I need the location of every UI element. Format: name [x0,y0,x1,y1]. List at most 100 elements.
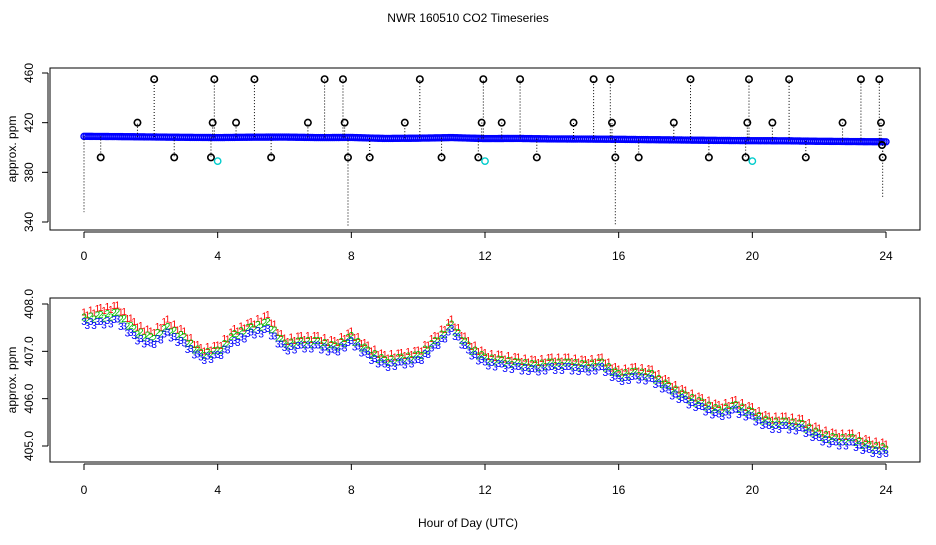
bottom-series-2-point: 2 [158,330,164,341]
bottom-series-1-point: 1 [85,310,91,321]
bottom-series-3-point: 3 [806,427,812,438]
bottom-series-2-point: 2 [402,356,408,367]
bottom-series-1-point: 1 [613,362,619,373]
bottom-series-3-point: 3 [770,425,776,436]
bottom-series-2-point: 2 [883,444,889,455]
top-outlier-point [669,118,678,127]
bottom-series-3-point: 3 [696,401,702,412]
bottom-series-3-point: 3 [245,329,251,340]
bottom-series-3-point: 3 [462,341,468,352]
bottom-series-1-point: 1 [519,357,525,368]
bottom-series-1-point: 1 [740,398,746,409]
bottom-series-2-point: 2 [676,390,682,401]
bottom-series-2-point: 2 [315,336,321,347]
bottom-series-2-point: 2 [85,316,91,327]
bottom-series-2-point: 2 [476,352,482,363]
bottom-series-1-point: 1 [171,319,177,330]
bottom-series-1-point: 1 [579,354,585,365]
bottom-series-1-point: 1 [318,336,324,347]
bottom-series-3-point: 3 [709,410,715,421]
bottom-series-3-point: 3 [489,358,495,369]
bottom-series-2-point: 2 [666,381,672,392]
top-x-tick-label: 24 [879,249,893,263]
bottom-series-3-point: 3 [372,354,378,365]
bottom-series-3-point: 3 [826,440,832,451]
top-outlier-point [365,153,374,162]
bottom-series-1-point: 1 [222,334,228,345]
bottom-series-1-point: 1 [669,382,675,393]
bottom-series-2-point: 2 [298,336,304,347]
bottom-series-1-point: 1 [703,398,709,409]
bottom-series-2-point: 2 [268,325,274,336]
bottom-series-2-point: 2 [836,437,842,448]
bottom-series-3-point: 3 [706,405,712,416]
bottom-series-3-point: 3 [733,405,739,416]
bottom-series-3-point: 3 [198,353,204,364]
top-outlier-point [743,118,752,127]
top-outlier-point [704,153,713,162]
bottom-series-1-point: 1 [709,401,715,412]
bottom-series-3-point: 3 [542,367,548,378]
bottom-series-1-point: 1 [215,341,221,352]
bottom-series-1-point: 1 [716,400,722,411]
bottom-series-3-point: 3 [145,337,151,348]
bottom-series-2-point: 2 [539,359,545,370]
bottom-series-1-point: 1 [198,343,204,354]
bottom-series-3-point: 3 [439,334,445,345]
top-x-tick-label: 12 [478,249,492,263]
bottom-series-2-point: 2 [592,362,598,373]
bottom-series-2-point: 2 [432,336,438,347]
bottom-series-3-point: 3 [355,342,361,353]
bottom-series-2-point: 2 [98,310,104,321]
bottom-series-2-point: 2 [559,361,565,372]
bottom-series-1-point: 1 [165,315,171,326]
bottom-series-3-point: 3 [719,412,725,423]
bottom-series-2-point: 2 [472,345,478,356]
bottom-series-2-point: 2 [175,332,181,343]
bottom-series-3-point: 3 [803,429,809,440]
bottom-series-3-point: 3 [846,438,852,449]
bottom-series-3-point: 3 [255,326,261,337]
bottom-series-3-point: 3 [766,421,772,432]
bottom-series-3-point: 3 [519,366,525,377]
bottom-series-3-point: 3 [616,374,622,385]
bottom-series-1-point: 1 [415,345,421,356]
bottom-series-1-point: 1 [232,324,238,335]
top-outlier-point [876,118,885,127]
top-outlier-point [479,75,488,84]
bottom-series-2-point: 2 [709,406,715,417]
bottom-series-2-point: 2 [449,319,455,330]
bottom-series-2-point: 2 [880,442,886,453]
bottom-series-1-point: 1 [552,356,558,367]
bottom-series-2-point: 2 [369,351,375,362]
bottom-series-2-point: 2 [222,339,228,350]
bottom-series-3-point: 3 [312,341,318,352]
bottom-series-3-point: 3 [272,332,278,343]
bottom-series-1-point: 1 [218,341,224,352]
bottom-series-1-point: 1 [292,336,298,347]
bottom-series-1-point: 1 [679,384,685,395]
bottom-series-2-point: 2 [542,362,548,373]
bottom-series-2-point: 2 [840,433,846,444]
bottom-series-2-point: 2 [318,341,324,352]
bottom-series-1-point: 1 [780,412,786,423]
bottom-series-1-point: 1 [412,346,418,357]
bottom-series-2-point: 2 [719,407,725,418]
bottom-series-2-point: 2 [422,344,428,355]
bottom-series-1-point: 1 [429,334,435,345]
bottom-series-2-point: 2 [252,325,258,336]
bottom-series-3-point: 3 [743,413,749,424]
top-outlier-point [343,153,352,162]
bottom-series-1-point: 1 [255,314,261,325]
bottom-series-1-point: 1 [312,331,318,342]
bottom-series-1-point: 1 [175,326,181,337]
bottom-series-3-point: 3 [499,360,505,371]
bottom-series-3-point: 3 [810,433,816,444]
bottom-series-3-point: 3 [442,335,448,346]
bottom-series-2-point: 2 [576,362,582,373]
bottom-series-1-point: 1 [98,303,104,314]
bottom-series-2-point: 2 [359,344,365,355]
bottom-series-3-point: 3 [559,366,565,377]
bottom-series-3-point: 3 [435,341,441,352]
bottom-series-2-point: 2 [536,363,542,374]
